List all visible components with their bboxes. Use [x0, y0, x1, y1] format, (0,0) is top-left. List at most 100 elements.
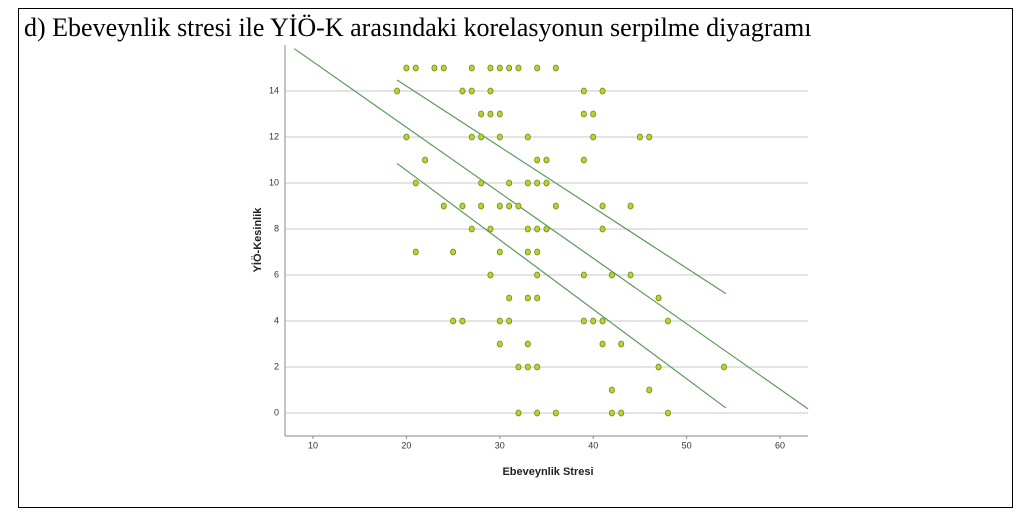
scatter-point: [478, 179, 485, 187]
scatter-point: [534, 179, 541, 187]
scatter-point: [534, 294, 541, 302]
scatter-point: [496, 64, 503, 72]
x-axis-title: Ebeveynlik Stresi: [502, 466, 593, 478]
scatter-point: [608, 409, 615, 417]
fit-line: [293, 48, 809, 410]
y-tick-label: 6: [274, 269, 279, 279]
scatter-point: [506, 64, 513, 72]
scatter-point: [506, 294, 513, 302]
scatter-point: [450, 248, 457, 256]
scatter-point: [496, 202, 503, 210]
x-tick-label: 30: [495, 440, 505, 450]
scatter-point: [496, 133, 503, 141]
scatter-point: [422, 156, 429, 164]
scatter-point: [552, 64, 559, 72]
x-tick-label: 10: [308, 440, 318, 450]
scatter-point: [534, 156, 541, 164]
fit-line: [396, 162, 727, 409]
scatter-point: [478, 110, 485, 118]
scatter-point: [515, 409, 522, 417]
scatter-point: [580, 317, 587, 325]
scatter-point: [599, 202, 606, 210]
scatter-point: [506, 317, 513, 325]
x-tick-label: 20: [401, 440, 411, 450]
scatter-point: [534, 64, 541, 72]
scatter-point: [534, 225, 541, 233]
scatter-point: [496, 340, 503, 348]
scatter-point: [506, 179, 513, 187]
y-tick-label: 12: [269, 131, 279, 141]
scatter-point: [590, 317, 597, 325]
scatter-point: [440, 202, 447, 210]
scatter-point: [655, 363, 662, 371]
scatter-point: [496, 248, 503, 256]
scatter-point: [627, 202, 634, 210]
scatter-point: [487, 64, 494, 72]
scatter-point: [543, 179, 550, 187]
scatter-point: [496, 110, 503, 118]
scatter-point: [720, 363, 727, 371]
scatter-point: [580, 110, 587, 118]
x-tick-label: 60: [775, 440, 785, 450]
scatter-point: [599, 317, 606, 325]
scatter-point: [487, 271, 494, 279]
scatter-point: [412, 248, 419, 256]
scatter-point: [459, 87, 466, 95]
scatter-point: [478, 133, 485, 141]
scatter-point: [608, 271, 615, 279]
y-tick-label: 0: [274, 407, 279, 417]
scatter-point: [515, 363, 522, 371]
scatter-point: [552, 409, 559, 417]
scatter-point: [655, 294, 662, 302]
scatter-point: [450, 317, 457, 325]
scatter-point: [487, 110, 494, 118]
scatter-point: [627, 271, 634, 279]
scatter-point: [440, 64, 447, 72]
scatter-point: [524, 225, 531, 233]
scatter-point: [459, 317, 466, 325]
scatter-point: [468, 225, 475, 233]
scatter-point: [468, 133, 475, 141]
scatter-point: [459, 202, 466, 210]
y-tick-label: 4: [274, 315, 279, 325]
scatter-point: [552, 202, 559, 210]
scatter-point: [524, 248, 531, 256]
scatter-point: [599, 87, 606, 95]
scatter-point: [664, 317, 671, 325]
scatter-point: [618, 340, 625, 348]
scatter-point: [524, 179, 531, 187]
scatter-point: [394, 87, 401, 95]
x-tick-label: 50: [682, 440, 692, 450]
scatter-point: [580, 271, 587, 279]
scatter-point: [599, 225, 606, 233]
scatter-point: [580, 87, 587, 95]
scatter-point: [646, 133, 653, 141]
scatter-point: [534, 409, 541, 417]
scatter-point: [534, 271, 541, 279]
scatter-point: [496, 317, 503, 325]
scatter-point: [590, 133, 597, 141]
chart-title: d) Ebeveynlik stresi ile YİÖ-K arasındak…: [24, 13, 811, 42]
scatter-point: [580, 156, 587, 164]
scatter-point: [599, 340, 606, 348]
scatter-point: [412, 179, 419, 187]
scatter-point: [524, 340, 531, 348]
scatter-point: [534, 248, 541, 256]
y-tick-label: 10: [269, 177, 279, 187]
scatter-point: [403, 64, 410, 72]
scatter-point: [487, 87, 494, 95]
scatter-point: [618, 409, 625, 417]
scatter-point: [636, 133, 643, 141]
scatter-point: [524, 294, 531, 302]
scatter-point: [478, 202, 485, 210]
scatter-point: [646, 386, 653, 394]
y-tick-label: 2: [274, 361, 279, 371]
fit-line: [396, 79, 727, 295]
scatter-point: [524, 363, 531, 371]
scatter-point: [543, 225, 550, 233]
scatter-point: [412, 64, 419, 72]
scatter-point: [468, 64, 475, 72]
scatter-point: [543, 156, 550, 164]
scatter-point: [468, 87, 475, 95]
